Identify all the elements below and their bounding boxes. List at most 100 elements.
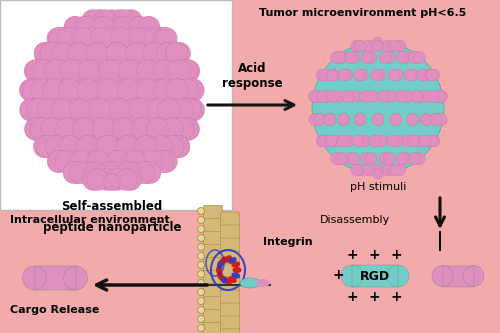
FancyBboxPatch shape <box>220 290 240 305</box>
Ellipse shape <box>198 207 204 214</box>
Ellipse shape <box>180 99 203 121</box>
FancyBboxPatch shape <box>204 231 223 246</box>
Ellipse shape <box>138 28 160 50</box>
FancyBboxPatch shape <box>220 277 240 292</box>
Ellipse shape <box>52 118 76 140</box>
Ellipse shape <box>406 114 418 126</box>
Ellipse shape <box>396 52 408 63</box>
Ellipse shape <box>314 114 326 126</box>
Ellipse shape <box>370 69 382 81</box>
Ellipse shape <box>76 136 99 158</box>
Ellipse shape <box>420 114 432 126</box>
Ellipse shape <box>48 60 71 82</box>
Ellipse shape <box>48 150 70 172</box>
FancyBboxPatch shape <box>204 309 223 324</box>
Ellipse shape <box>408 52 420 63</box>
Ellipse shape <box>318 135 330 147</box>
Ellipse shape <box>134 79 156 102</box>
Ellipse shape <box>350 164 362 176</box>
Ellipse shape <box>134 136 156 158</box>
Ellipse shape <box>82 28 104 50</box>
Ellipse shape <box>45 136 68 158</box>
Ellipse shape <box>126 150 148 172</box>
Ellipse shape <box>104 150 127 172</box>
Ellipse shape <box>338 69 350 81</box>
Ellipse shape <box>104 10 120 27</box>
Ellipse shape <box>334 153 345 165</box>
Ellipse shape <box>128 118 151 140</box>
Ellipse shape <box>54 150 76 172</box>
Ellipse shape <box>72 28 94 50</box>
Ellipse shape <box>198 324 204 331</box>
Ellipse shape <box>92 16 114 38</box>
Ellipse shape <box>136 162 158 183</box>
Ellipse shape <box>363 164 375 176</box>
FancyBboxPatch shape <box>34 266 76 290</box>
FancyBboxPatch shape <box>220 238 240 253</box>
Text: pH stimuli: pH stimuli <box>350 182 406 192</box>
Ellipse shape <box>428 91 440 103</box>
Ellipse shape <box>26 99 49 121</box>
Ellipse shape <box>110 99 132 121</box>
Ellipse shape <box>353 69 365 81</box>
Ellipse shape <box>416 69 428 81</box>
Ellipse shape <box>182 79 204 102</box>
Ellipse shape <box>64 28 87 50</box>
Ellipse shape <box>228 276 236 283</box>
Ellipse shape <box>314 114 326 126</box>
Ellipse shape <box>354 164 366 176</box>
Ellipse shape <box>154 79 176 102</box>
Ellipse shape <box>136 60 159 82</box>
Ellipse shape <box>141 99 164 121</box>
Ellipse shape <box>152 79 174 102</box>
Ellipse shape <box>77 79 100 102</box>
Ellipse shape <box>365 153 377 165</box>
Ellipse shape <box>40 42 62 65</box>
Ellipse shape <box>63 99 86 121</box>
FancyBboxPatch shape <box>204 283 223 298</box>
Ellipse shape <box>148 118 172 140</box>
Ellipse shape <box>316 91 328 103</box>
Ellipse shape <box>312 91 324 103</box>
Ellipse shape <box>104 173 120 190</box>
Ellipse shape <box>365 52 376 63</box>
Ellipse shape <box>20 79 42 102</box>
Ellipse shape <box>116 169 137 190</box>
Ellipse shape <box>102 28 124 50</box>
Ellipse shape <box>406 69 418 81</box>
Ellipse shape <box>344 52 356 63</box>
Ellipse shape <box>36 136 59 158</box>
Ellipse shape <box>198 279 204 286</box>
Ellipse shape <box>389 164 401 176</box>
Ellipse shape <box>108 10 130 31</box>
Ellipse shape <box>384 91 396 103</box>
Ellipse shape <box>181 79 204 102</box>
Ellipse shape <box>134 136 157 158</box>
FancyBboxPatch shape <box>220 316 240 331</box>
Text: +: + <box>390 248 402 262</box>
Ellipse shape <box>118 79 140 102</box>
Ellipse shape <box>326 69 338 81</box>
Ellipse shape <box>352 135 364 147</box>
Ellipse shape <box>120 10 142 31</box>
Ellipse shape <box>395 91 407 103</box>
Text: Tumor microenvironment pH<6.5: Tumor microenvironment pH<6.5 <box>260 8 466 18</box>
Ellipse shape <box>150 136 173 158</box>
Ellipse shape <box>155 150 178 172</box>
Ellipse shape <box>64 16 86 38</box>
Ellipse shape <box>178 99 201 121</box>
Ellipse shape <box>151 150 174 172</box>
Ellipse shape <box>309 114 321 126</box>
Ellipse shape <box>414 153 426 165</box>
Ellipse shape <box>150 136 172 158</box>
Ellipse shape <box>380 52 391 63</box>
FancyBboxPatch shape <box>220 225 240 240</box>
Ellipse shape <box>366 91 378 103</box>
Ellipse shape <box>80 162 102 183</box>
Ellipse shape <box>144 28 166 50</box>
Ellipse shape <box>160 118 183 140</box>
Ellipse shape <box>328 91 340 103</box>
FancyBboxPatch shape <box>220 264 240 279</box>
FancyBboxPatch shape <box>204 257 223 272</box>
Ellipse shape <box>104 162 126 183</box>
